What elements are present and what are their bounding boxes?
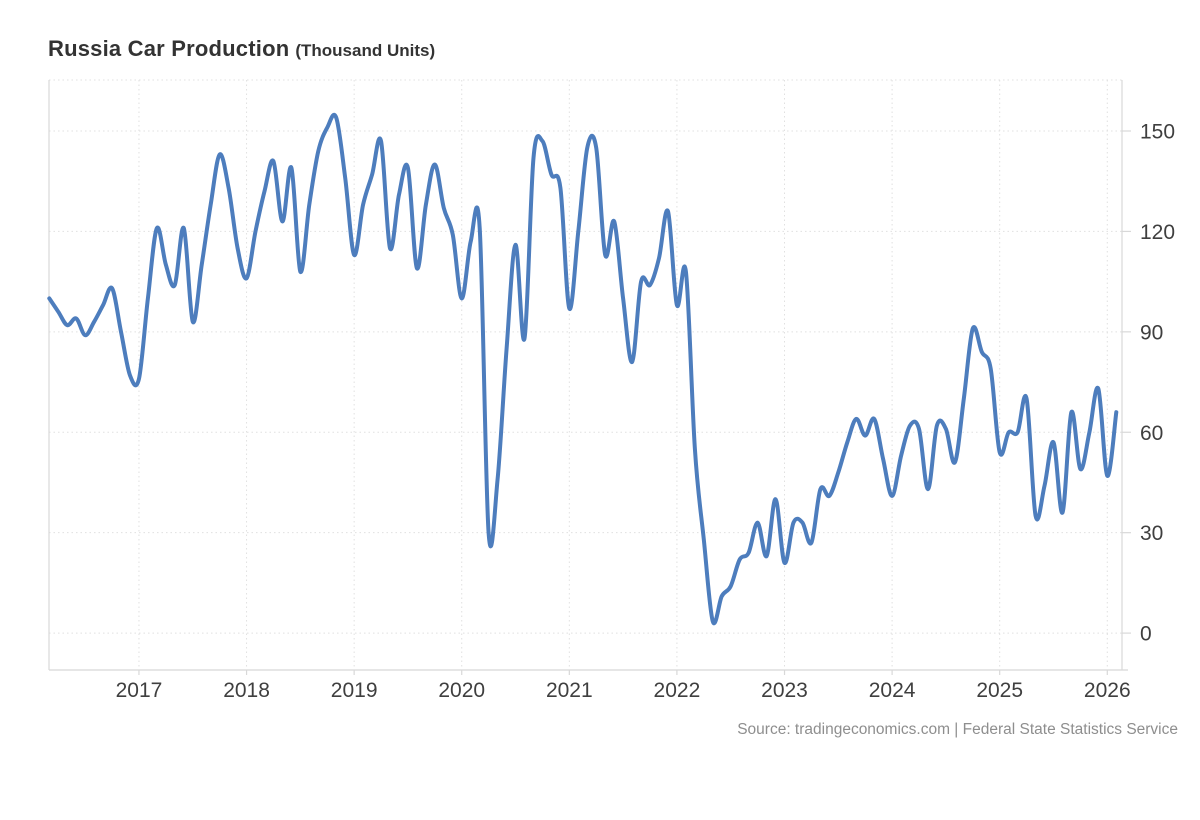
- gridlines: [49, 79, 1122, 670]
- axes: [48, 80, 1131, 675]
- chart-title-text: Russia Car Production: [48, 36, 290, 61]
- data-line[interactable]: [47, 112, 1119, 626]
- x-tick-label: 2017: [116, 679, 163, 702]
- x-tick-label: 2026: [1084, 679, 1131, 702]
- x-tick-label: 2019: [331, 679, 378, 702]
- y-tick-label: 90: [1140, 321, 1163, 344]
- x-tick-label: 2023: [761, 679, 808, 702]
- x-tick-label: 2025: [976, 679, 1023, 702]
- y-tick-label: 60: [1140, 422, 1163, 445]
- y-tick-label: 150: [1140, 121, 1175, 144]
- y-tick-label: 0: [1140, 623, 1152, 646]
- x-tick-label: 2021: [546, 679, 593, 702]
- series: [47, 112, 1119, 626]
- x-tick-label: 2022: [654, 679, 701, 702]
- axis-labels: 0 30 60 90 120 150 2017 2018 2019 2020 2021 2022 202…: [116, 121, 1175, 702]
- y-tick-label: 120: [1140, 221, 1175, 244]
- chart-title-unit: (Thousand Units): [295, 41, 436, 60]
- line-chart[interactable]: 0 30 60 90 120 150 2017 2018 2019 2020 2021 2022 202…: [0, 0, 1200, 710]
- x-tick-label: 2024: [869, 679, 916, 702]
- x-tick-label: 2018: [223, 679, 270, 702]
- chart-title: Russia Car Production (Thousand Units): [48, 36, 435, 62]
- x-tick-label: 2020: [438, 679, 485, 702]
- y-tick-label: 30: [1140, 522, 1163, 545]
- source-attribution: Source: tradingeconomics.com | Federal S…: [737, 721, 1178, 738]
